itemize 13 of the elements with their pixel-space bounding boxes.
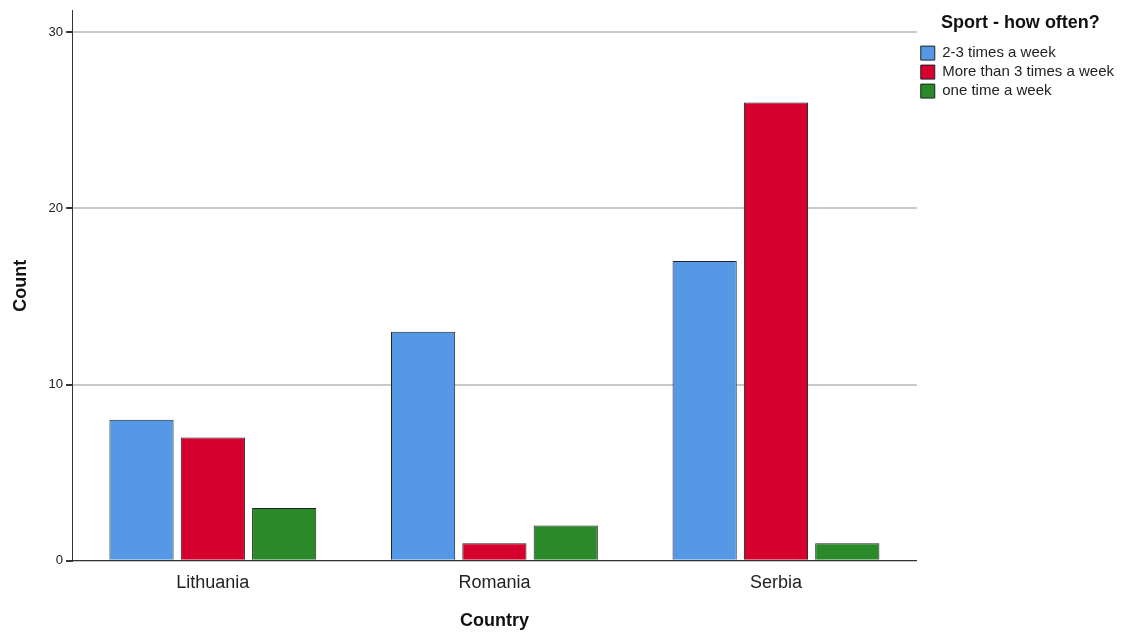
y-tick-label: 30 [48,23,64,39]
x-tick-label: Lithuania [176,571,251,592]
y-axis-title: Count [9,259,30,312]
legend-label: 2-3 times a week [942,43,1057,61]
x-tick-label: Romania [458,571,532,592]
legend-title: Sport - how often? [940,11,1100,32]
y-tick-label: 0 [55,552,64,568]
y-tick-label: 10 [48,376,64,392]
y-tick-label: 20 [48,199,64,215]
legend-label: More than 3 times a week [942,62,1115,80]
x-axis-title: Country [459,610,529,631]
legend-label: one time a week [942,81,1052,99]
x-tick-label: Serbia [749,571,803,592]
